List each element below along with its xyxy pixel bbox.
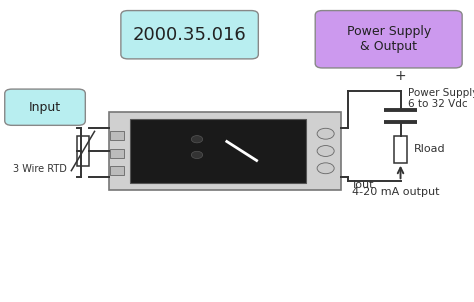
Bar [130, 119, 306, 183]
Circle shape [317, 128, 334, 139]
FancyBboxPatch shape [121, 11, 258, 59]
FancyBboxPatch shape [5, 89, 85, 125]
FancyBboxPatch shape [315, 11, 462, 68]
Circle shape [191, 136, 203, 143]
Text: Rload: Rload [414, 144, 446, 155]
Bar [110, 149, 124, 158]
Text: Power Supply
6 to 32 Vdc: Power Supply 6 to 32 Vdc [408, 88, 474, 109]
Bar [109, 112, 341, 190]
Text: 4-20 mA output: 4-20 mA output [352, 187, 439, 197]
Text: 3 Wire RTD: 3 Wire RTD [13, 164, 67, 174]
Text: Power Supply
& Output: Power Supply & Output [346, 25, 431, 53]
Text: Input: Input [29, 101, 61, 114]
Bar [77, 136, 89, 166]
Text: +: + [395, 69, 406, 83]
Circle shape [191, 151, 203, 159]
Bar [394, 136, 407, 163]
Text: Iout: Iout [353, 180, 374, 190]
Circle shape [317, 163, 334, 174]
Circle shape [317, 146, 334, 156]
Bar [110, 131, 124, 140]
Text: 2000.35.016: 2000.35.016 [133, 26, 246, 44]
Bar [110, 166, 124, 175]
